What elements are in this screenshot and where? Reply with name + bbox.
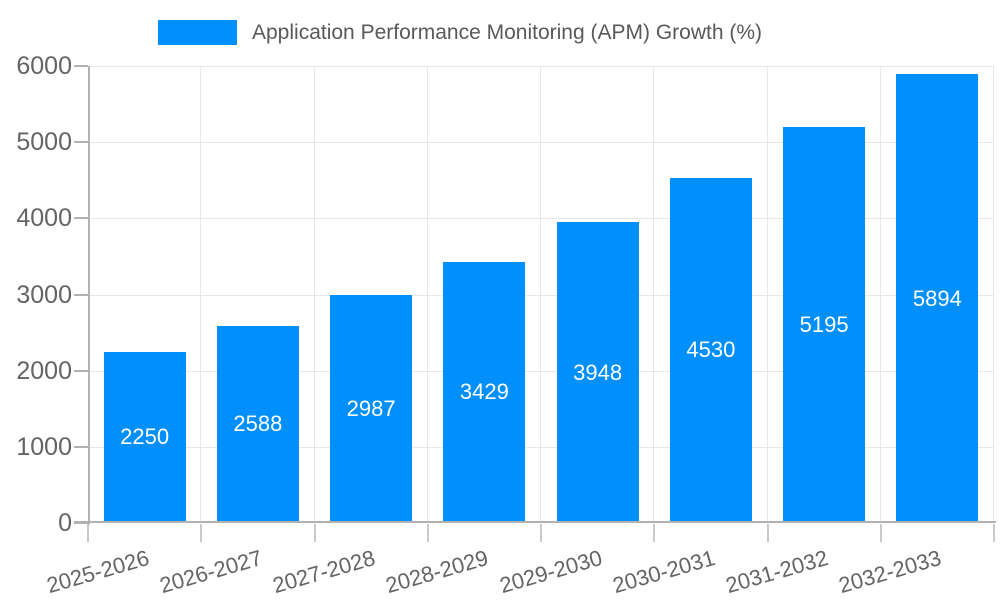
gridline-x-boundary [313,66,315,523]
y-axis-tick [74,293,88,296]
gridline-y-4000 [88,218,994,220]
bar-2030-2031[interactable]: 4530 [669,177,752,523]
gridline-y-1000 [88,446,994,448]
chart-title: Application Performance Monitoring (APM)… [252,20,763,44]
y-axis-line [88,66,90,525]
y-axis-tick [74,522,88,524]
bar-2027-2028[interactable]: 2987 [330,295,413,523]
plot-area: 2250 2588 2987 3429 3948 4530 5195 5894 [88,66,994,523]
gridline-y-5000 [88,142,994,144]
gridline-x-boundary [653,66,655,523]
y-axis-label: 3000 [16,280,72,309]
bar-value-label: 2588 [233,411,283,437]
gridline-x-boundary [993,66,994,523]
bar-value-label: 5894 [912,285,962,311]
bar-2026-2027[interactable]: 2588 [216,325,299,523]
legend-swatch [158,20,237,45]
x-axis-line [74,521,996,523]
x-axis-tick [993,524,995,542]
gridline-x-boundary [426,66,428,523]
bar-value-label: 5195 [799,312,849,338]
y-axis-tick [74,445,88,448]
y-axis-tick [74,141,88,144]
y-axis-tick [74,65,88,67]
x-axis-tick [200,524,203,542]
x-axis-tick [653,524,656,542]
y-axis-label: 0 [58,509,72,537]
gridline-x-boundary [200,66,202,523]
x-axis-tick [879,524,882,542]
bar-2028-2029[interactable]: 3429 [443,261,526,523]
bar-2025-2026[interactable]: 2250 [103,351,186,523]
bar-value-label: 3948 [573,359,623,385]
x-axis-tick [766,524,769,542]
bar-value-label: 2987 [346,396,396,422]
y-axis-label: 5000 [16,128,72,157]
legend-item[interactable]: Application Performance Monitoring (APM)… [158,20,762,45]
gridline-x-boundary [879,66,881,523]
bar-value-label: 3429 [459,379,509,405]
gridline-y-6000 [88,66,994,67]
x-axis-tick [426,524,429,542]
bar-2032-2033[interactable]: 5894 [896,74,979,523]
bar-value-label: 2250 [120,424,170,450]
y-axis-label: 6000 [16,52,72,80]
y-axis-label: 4000 [16,204,72,233]
gridline-y-3000 [88,294,994,296]
bar-2029-2030[interactable]: 3948 [556,222,639,523]
y-axis-label: 1000 [16,432,72,461]
gridline-y-2000 [88,370,994,372]
x-axis-tick [540,524,542,542]
gridline-x-boundary [540,66,541,523]
x-axis-tick [87,524,89,542]
y-axis-tick [74,217,88,220]
bar-2031-2032[interactable]: 5195 [783,127,866,523]
bar-value-label: 4530 [686,337,736,363]
gridline-x-boundary [766,66,768,523]
y-axis-label: 2000 [16,356,72,385]
x-axis-tick [313,524,316,542]
y-axis-tick [74,369,88,372]
